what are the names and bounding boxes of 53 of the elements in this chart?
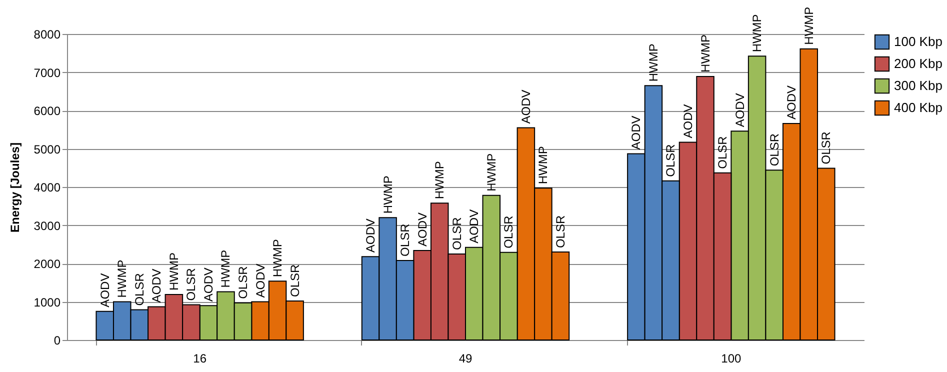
y-tick-label: 2000 <box>34 257 61 271</box>
data-label: OLSR <box>184 268 198 301</box>
y-tick-label: 4000 <box>34 180 61 194</box>
data-label: AODV <box>201 268 216 302</box>
data-label: AODV <box>364 218 378 253</box>
data-label: AODV <box>415 212 430 246</box>
data-label: AODV <box>784 85 799 120</box>
data-label: OLSR <box>664 144 678 177</box>
data-label: AODV <box>518 90 533 124</box>
y-tick-label: 3000 <box>34 218 61 233</box>
data-label: OLSR <box>767 133 782 166</box>
data-label: HWMP <box>698 34 712 72</box>
data-label: AODV <box>732 93 747 128</box>
data-label: OLSR <box>553 215 568 248</box>
data-label: OLSR <box>398 223 412 256</box>
data-label: OLSR <box>450 216 464 250</box>
data-label: AODV <box>467 209 482 244</box>
data-label: OLSR <box>288 264 302 297</box>
data-label: OLSR <box>132 272 146 306</box>
y-tick-label: 1000 <box>34 295 61 310</box>
data-label: AODV <box>680 104 695 138</box>
x-tick-label: 100 <box>721 352 742 366</box>
data-label: OLSR <box>502 215 516 248</box>
data-label: HWMP <box>218 250 233 288</box>
legend-label: 300 Kbp <box>894 78 942 93</box>
data-label: HWMP <box>802 6 816 45</box>
data-label: HWMP <box>432 161 447 200</box>
data-label: HWMP <box>270 239 285 278</box>
data-label: HWMP <box>536 146 550 184</box>
data-label: AODV <box>253 264 268 298</box>
y-tick-label: 0 <box>54 334 61 348</box>
y-tick-label: 6000 <box>34 104 61 118</box>
y-tick-label: 5000 <box>34 142 61 156</box>
y-tick-label: 8000 <box>34 28 61 42</box>
data-label: OLSR <box>236 266 250 299</box>
data-label: HWMP <box>646 44 660 82</box>
x-tick-label: 49 <box>458 352 472 366</box>
data-label: OLSR <box>819 131 834 164</box>
legend-label: 200 Kbp <box>894 56 942 71</box>
data-label: AODV <box>629 116 644 150</box>
legend-label: 100 Kbp <box>894 34 942 49</box>
data-label: HWMP <box>380 176 395 214</box>
y-tick-label: 7000 <box>34 66 61 80</box>
y-axis-title: Energy [Joules] <box>8 142 22 233</box>
x-tick-label: 16 <box>193 352 207 366</box>
legend-label: 400 Kbp <box>894 100 942 115</box>
data-label: HWMP <box>750 14 764 52</box>
data-label: AODV <box>98 273 112 308</box>
data-label: HWMP <box>115 260 130 298</box>
data-label: OLSR <box>716 136 730 169</box>
data-label: HWMP <box>166 252 181 290</box>
data-label: AODV <box>150 268 164 303</box>
data-label: HWMP <box>484 153 498 192</box>
